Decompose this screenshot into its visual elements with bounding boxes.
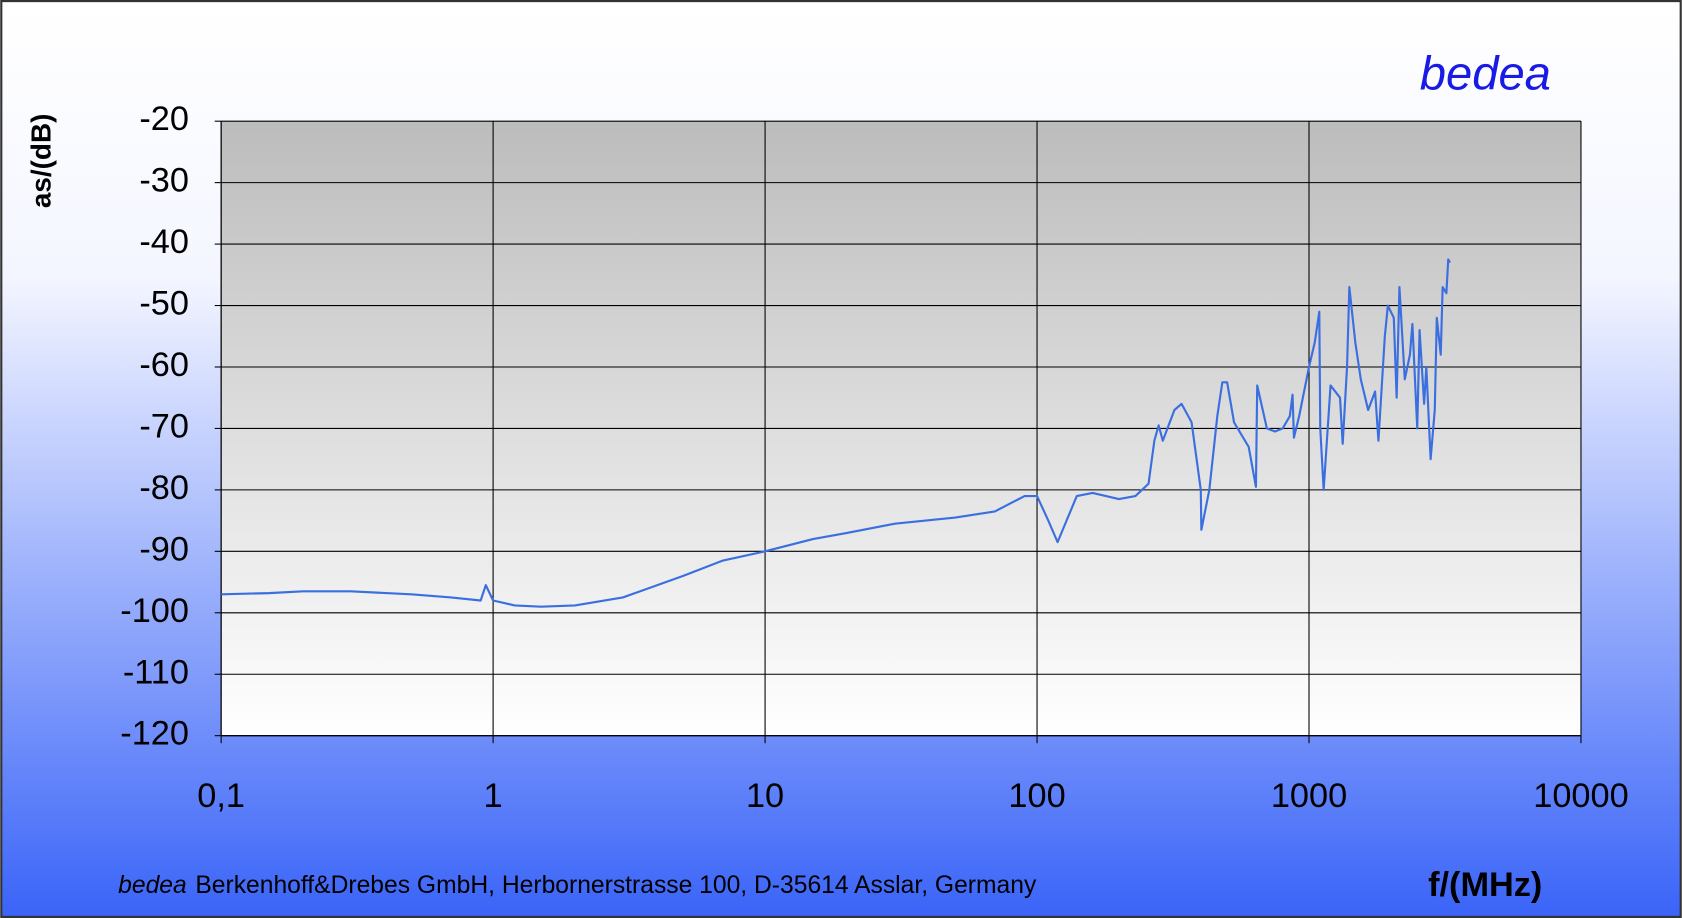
brand: bedea <box>1420 47 1551 100</box>
y-tick-label: -30 <box>139 162 189 200</box>
y-tick-label: -110 <box>123 653 189 691</box>
footer-address: Berkenhoff&Drebes GmbH, Herbornerstrasse… <box>195 871 1037 898</box>
y-tick-label: -20 <box>139 100 189 138</box>
y-tick-label: -60 <box>139 346 189 384</box>
y-tick-label: -50 <box>139 285 189 323</box>
y-tick-label: -90 <box>139 530 189 568</box>
x-tick-label: 10000 <box>1533 777 1628 815</box>
x-tick-label: 1000 <box>1271 777 1347 815</box>
y-axis-label: as/(dB) <box>25 114 56 208</box>
x-tick-label: 100 <box>1008 777 1065 815</box>
footer-company: bedea <box>118 871 187 898</box>
y-tick-label: -80 <box>139 469 189 507</box>
data-line <box>221 258 1451 608</box>
x-tick-label: 1 <box>484 777 503 815</box>
y-tick-label: -70 <box>139 407 189 445</box>
footer: bedea Berkenhoff&Drebes GmbH, Herbornerst… <box>118 871 1037 898</box>
x-tick-label: 0,1 <box>197 777 245 815</box>
y-tick-label: -120 <box>120 715 189 753</box>
y-tick-label: -100 <box>120 592 189 630</box>
x-tick-label: 10 <box>746 777 784 815</box>
x-axis-label: f/(MHz) <box>1428 866 1542 904</box>
y-tick-label: -40 <box>139 223 189 261</box>
